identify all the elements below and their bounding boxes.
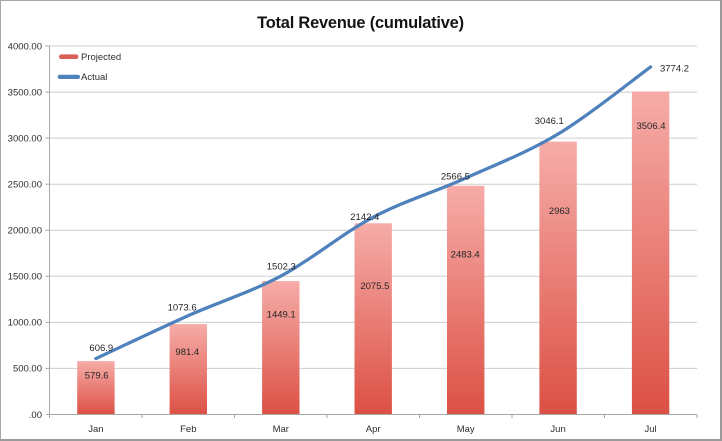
svg-text:1000.00: 1000.00 [8, 318, 42, 329]
svg-text:4000.00: 4000.00 [8, 41, 42, 52]
svg-text:2483.4: 2483.4 [451, 250, 480, 261]
svg-text:3500.00: 3500.00 [8, 87, 42, 98]
svg-text:Actual: Actual [81, 72, 107, 83]
svg-text:1073.6: 1073.6 [168, 303, 197, 314]
svg-text:Jul: Jul [645, 424, 657, 435]
svg-text:2075.5: 2075.5 [360, 281, 389, 292]
svg-text:1449.1: 1449.1 [267, 310, 296, 321]
svg-text:2963: 2963 [549, 206, 570, 217]
svg-text:Mar: Mar [273, 424, 289, 435]
svg-text:1502.3: 1502.3 [267, 262, 296, 273]
svg-text:Apr: Apr [366, 424, 381, 435]
svg-text:2566.5: 2566.5 [441, 172, 470, 183]
svg-text:579.6: 579.6 [85, 371, 109, 382]
svg-text:3000.00: 3000.00 [8, 133, 42, 144]
svg-text:Jun: Jun [550, 424, 565, 435]
svg-text:Jan: Jan [88, 424, 103, 435]
svg-text:.00: .00 [29, 410, 42, 421]
svg-text:3774.2: 3774.2 [660, 63, 689, 74]
svg-text:Total Revenue (cumulative): Total Revenue (cumulative) [257, 14, 464, 32]
svg-text:Projected: Projected [81, 52, 121, 63]
svg-text:981.4: 981.4 [175, 347, 199, 358]
svg-text:May: May [457, 424, 475, 435]
svg-text:1500.00: 1500.00 [8, 272, 42, 283]
svg-text:606.9: 606.9 [89, 343, 113, 354]
svg-text:Feb: Feb [180, 424, 196, 435]
svg-text:2000.00: 2000.00 [8, 226, 42, 237]
svg-text:3506.4: 3506.4 [636, 121, 665, 132]
svg-text:500.00: 500.00 [13, 364, 42, 375]
svg-text:2142.4: 2142.4 [350, 212, 379, 223]
svg-text:3046.1: 3046.1 [535, 116, 564, 127]
svg-text:2500.00: 2500.00 [8, 180, 42, 191]
